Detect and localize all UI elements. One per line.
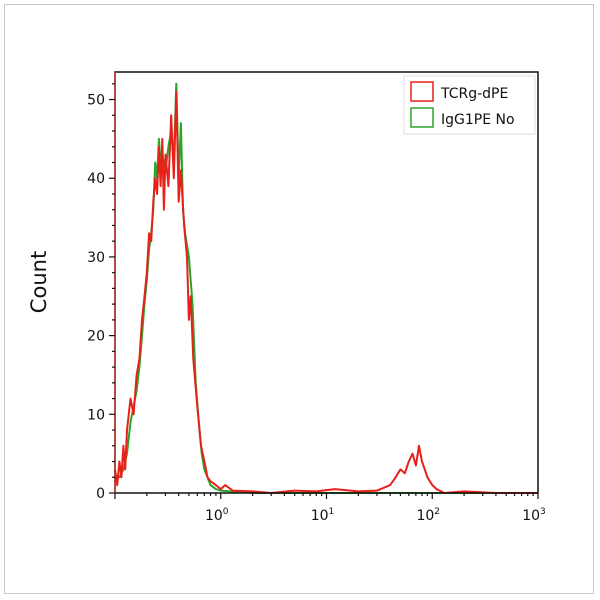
y-tick-label: 20 <box>87 329 105 345</box>
x-tick-label: 100 <box>205 507 229 524</box>
legend-swatch-tcrg <box>410 81 434 102</box>
x-tick-label: 103 <box>522 507 546 524</box>
y-tick-label: 0 <box>96 486 105 502</box>
x-tick-label: 101 <box>311 507 335 524</box>
legend-label-tcrg: TCRg-dPE <box>440 86 508 102</box>
x-tick-label: 102 <box>416 507 440 524</box>
series-line-tcrg-dpe <box>114 90 538 494</box>
y-tick-label: 10 <box>87 407 105 423</box>
y-tick-label: 50 <box>87 93 105 109</box>
y-tick-label: 30 <box>87 250 105 266</box>
legend: TCRg-dPE IgG1PE No <box>403 75 536 135</box>
legend-label-igg1: IgG1PE No <box>441 112 515 128</box>
y-axis-label: Count <box>27 251 51 313</box>
legend-swatch-igg1 <box>410 107 434 128</box>
y-tick-label: 40 <box>87 171 105 187</box>
chart-frame <box>4 4 594 594</box>
